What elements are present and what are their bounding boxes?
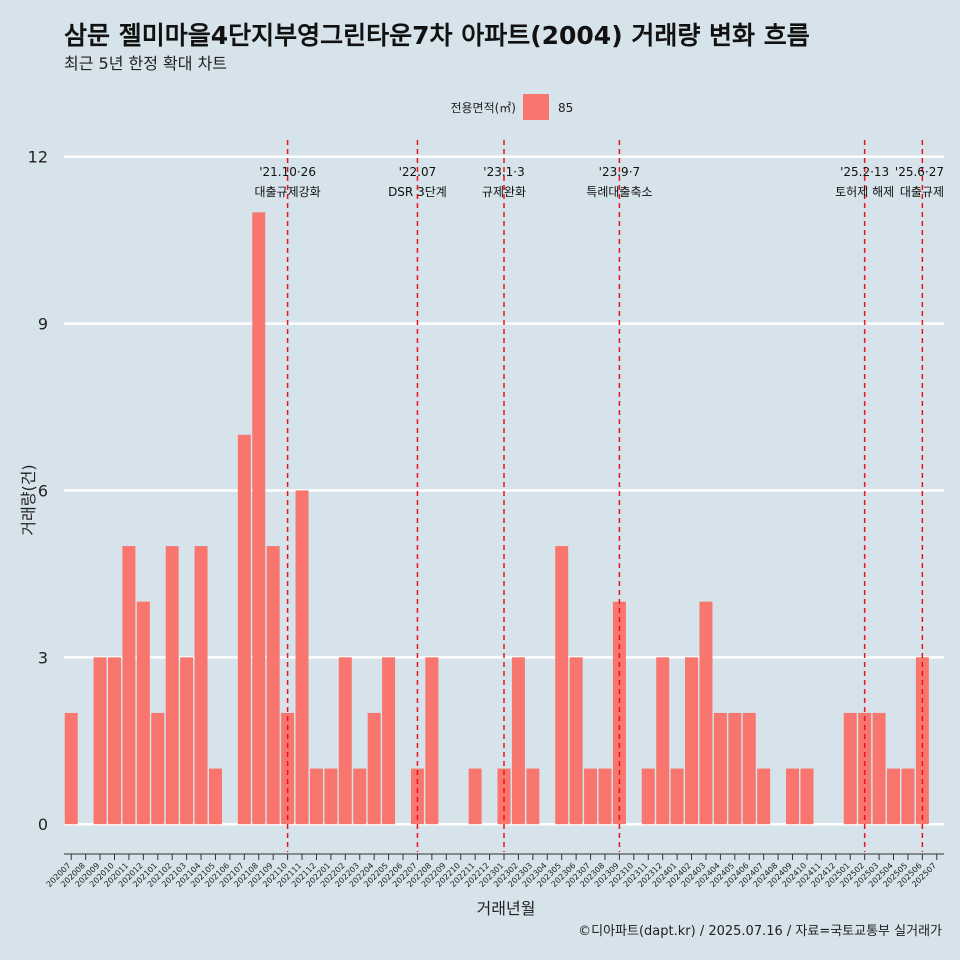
bar-202202 bbox=[338, 657, 352, 825]
event-label-202309: 특례대출축소 bbox=[586, 185, 652, 199]
bar-202105 bbox=[208, 768, 222, 825]
bar-202306 bbox=[569, 657, 583, 825]
bar-202404 bbox=[713, 712, 727, 825]
bar-202503 bbox=[872, 712, 886, 825]
event-date-202110: '21.10·26 bbox=[259, 165, 316, 179]
bar-202012 bbox=[136, 601, 150, 825]
bar-202401 bbox=[670, 768, 684, 825]
bar-202111 bbox=[295, 490, 309, 825]
bar-202312 bbox=[656, 657, 670, 825]
x-axis: 2020072020082020092020102020112020122021… bbox=[45, 853, 944, 889]
bar-202011 bbox=[122, 546, 136, 825]
bar-202007 bbox=[64, 712, 78, 825]
event-label-202502: 토허제 해제 bbox=[835, 185, 894, 199]
bars bbox=[64, 212, 929, 825]
event-date-202309: '23.9·7 bbox=[599, 165, 640, 179]
event-date-202506: '25.6·27 bbox=[895, 165, 944, 179]
y-tick-label-3: 3 bbox=[38, 648, 48, 667]
y-tick-label-12: 12 bbox=[28, 148, 48, 167]
bar-202303 bbox=[526, 768, 540, 825]
event-label-202301: 규제완화 bbox=[482, 185, 526, 199]
bar-202301 bbox=[497, 768, 511, 825]
event-label-202110: 대출규제강화 bbox=[254, 185, 320, 199]
bar-202203 bbox=[353, 768, 367, 825]
bar-202405 bbox=[728, 712, 742, 825]
bar-202205 bbox=[382, 657, 396, 825]
bar-202505 bbox=[901, 768, 915, 825]
bar-202501 bbox=[843, 712, 857, 825]
bar-202207 bbox=[410, 768, 424, 825]
bar-202309 bbox=[612, 601, 626, 825]
bar-202311 bbox=[641, 768, 655, 825]
bar-202402 bbox=[685, 657, 699, 825]
legend-swatch-85 bbox=[523, 94, 549, 120]
bar-202109 bbox=[266, 546, 280, 825]
y-axis-ticks: 0 3 6 9 12 bbox=[28, 148, 48, 835]
caption: ©디아파트(dapt.kr) / 2025.07.16 / 자료=국토교통부 실… bbox=[578, 924, 942, 939]
event-date-202301: '23.1·3 bbox=[483, 165, 524, 179]
bar-202208 bbox=[425, 657, 439, 825]
bar-202308 bbox=[598, 768, 612, 825]
bar-202504 bbox=[887, 768, 900, 825]
event-date-202207: '22.07 bbox=[399, 165, 437, 179]
bar-202010 bbox=[108, 657, 121, 825]
bar-202302 bbox=[511, 657, 525, 825]
y-tick-label-9: 9 bbox=[38, 315, 48, 334]
event-date-202502: '25.2·13 bbox=[840, 165, 889, 179]
bar-202305 bbox=[555, 546, 569, 825]
bar-202204 bbox=[367, 712, 381, 825]
bar-202409 bbox=[786, 768, 800, 825]
y-tick-label-6: 6 bbox=[38, 481, 48, 500]
bar-202107 bbox=[237, 434, 251, 825]
bar-202506 bbox=[915, 657, 929, 825]
y-axis-title: 거래량(건) bbox=[19, 464, 38, 535]
legend-title: 전용면적(㎡) bbox=[450, 101, 516, 115]
chart-title: 삼문 젤미마을4단지부영그린타운7차 아파트(2004) 거래량 변화 흐름 bbox=[64, 21, 810, 50]
bar-202103 bbox=[180, 657, 194, 825]
bar-202101 bbox=[151, 712, 165, 825]
chart-subtitle: 최근 5년 한정 확대 차트 bbox=[64, 54, 227, 73]
bar-202009 bbox=[93, 657, 107, 825]
bar-202104 bbox=[194, 546, 208, 825]
bar-202102 bbox=[165, 546, 179, 825]
legend-label-85: 85 bbox=[558, 101, 573, 115]
x-axis-title: 거래년월 bbox=[477, 899, 536, 918]
legend: 전용면적(㎡) 85 bbox=[450, 94, 573, 120]
y-tick-label-0: 0 bbox=[38, 815, 48, 834]
bar-202407 bbox=[757, 768, 771, 825]
event-label-202506: 대출규제 bbox=[900, 185, 944, 199]
bar-202112 bbox=[309, 768, 323, 825]
bar-202307 bbox=[584, 768, 598, 825]
bar-202108 bbox=[252, 212, 266, 825]
bar-202406 bbox=[742, 712, 756, 825]
event-lines: '21.10·26 대출규제강화 '22.07 DSR 3단계 '23.1·3 규제완화 '… bbox=[254, 140, 944, 852]
bar-202201 bbox=[324, 768, 338, 825]
bar-202502 bbox=[858, 712, 872, 825]
bar-202110 bbox=[281, 712, 295, 825]
bar-202410 bbox=[800, 768, 814, 825]
bar-202403 bbox=[699, 601, 713, 825]
event-label-202207: DSR 3단계 bbox=[388, 185, 447, 199]
bar-202211 bbox=[468, 768, 482, 825]
